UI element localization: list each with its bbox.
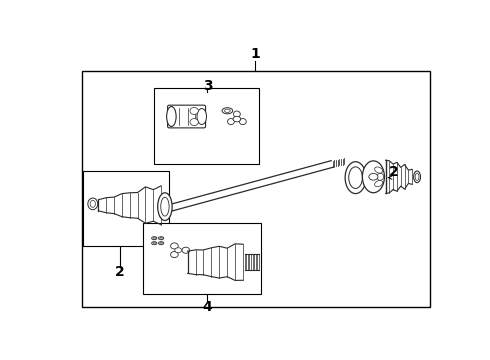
Ellipse shape xyxy=(233,111,240,117)
Ellipse shape xyxy=(151,242,157,245)
Ellipse shape xyxy=(171,252,178,258)
Ellipse shape xyxy=(160,242,163,244)
Ellipse shape xyxy=(349,167,363,188)
Ellipse shape xyxy=(190,118,198,126)
Bar xyxy=(82,71,430,307)
Ellipse shape xyxy=(363,161,385,193)
Ellipse shape xyxy=(222,108,233,114)
Ellipse shape xyxy=(415,173,419,180)
Ellipse shape xyxy=(414,171,420,183)
Text: 2: 2 xyxy=(389,165,398,179)
Circle shape xyxy=(233,116,241,122)
Ellipse shape xyxy=(167,107,176,126)
Ellipse shape xyxy=(88,198,98,210)
Ellipse shape xyxy=(190,108,198,114)
Ellipse shape xyxy=(375,180,383,187)
Ellipse shape xyxy=(227,118,234,125)
Circle shape xyxy=(175,248,182,253)
Circle shape xyxy=(369,174,378,180)
Bar xyxy=(143,223,261,294)
Ellipse shape xyxy=(153,237,156,239)
Ellipse shape xyxy=(158,242,164,245)
Ellipse shape xyxy=(160,237,163,239)
Ellipse shape xyxy=(224,109,230,112)
Ellipse shape xyxy=(182,247,190,253)
Ellipse shape xyxy=(90,201,96,207)
Ellipse shape xyxy=(151,237,157,240)
Bar xyxy=(83,171,169,246)
Ellipse shape xyxy=(345,162,366,194)
Ellipse shape xyxy=(158,193,172,220)
Ellipse shape xyxy=(161,197,169,216)
Text: 3: 3 xyxy=(203,79,212,93)
Ellipse shape xyxy=(375,167,383,173)
Text: 2: 2 xyxy=(115,265,125,279)
FancyBboxPatch shape xyxy=(168,105,206,128)
Text: 1: 1 xyxy=(250,47,260,61)
Bar xyxy=(154,87,259,164)
Ellipse shape xyxy=(153,242,156,244)
Ellipse shape xyxy=(197,108,206,125)
Text: 4: 4 xyxy=(202,300,212,314)
Ellipse shape xyxy=(377,174,384,180)
Ellipse shape xyxy=(240,118,246,125)
Ellipse shape xyxy=(171,243,178,249)
Ellipse shape xyxy=(158,237,164,240)
